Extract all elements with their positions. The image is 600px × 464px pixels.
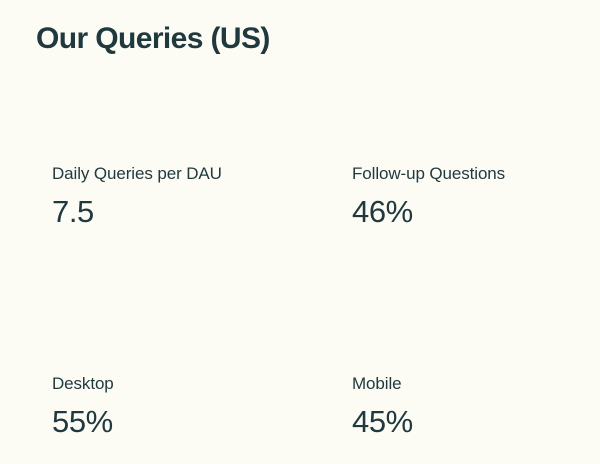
stat-card-follow-up-questions: Follow-up Questions 46% [352,163,600,229]
stat-card-mobile: Mobile 45% [352,373,600,439]
stat-label: Mobile [352,374,402,393]
page-title: Our Queries (US) [36,22,270,55]
stat-value: 7.5 [52,194,94,229]
stat-card-daily-queries: Daily Queries per DAU 7.5 [52,163,332,229]
stat-value: 55% [52,404,113,439]
stat-value: 46% [352,194,413,229]
stat-card-desktop: Desktop 55% [52,373,332,439]
stat-label: Desktop [52,374,114,393]
stat-label: Follow-up Questions [352,164,506,183]
stat-label: Daily Queries per DAU [52,164,222,183]
stat-value: 45% [352,404,413,439]
